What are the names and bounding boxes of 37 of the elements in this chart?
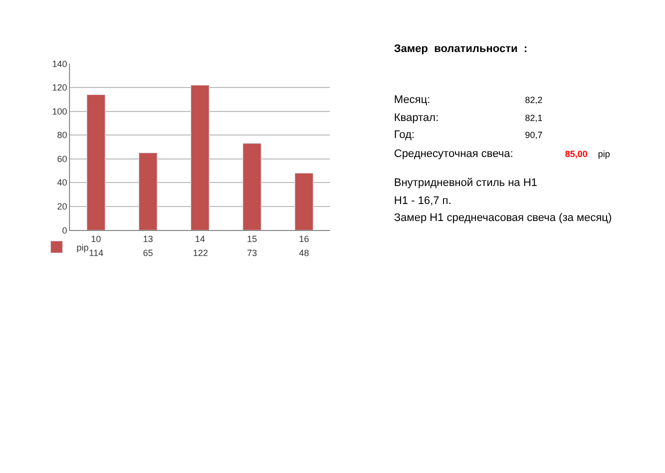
data-label: 73: [247, 248, 258, 258]
x-tick-label: 10: [90, 234, 102, 244]
bar: [138, 152, 158, 230]
legend-label: pip: [76, 242, 89, 252]
text: H1 - 16,7 п.: [394, 195, 452, 207]
text: Внутридневной стиль на H1: [394, 177, 538, 189]
y-tick-label: 40: [57, 178, 68, 188]
data-label: 122: [193, 248, 208, 258]
y-tick-label: 100: [52, 106, 68, 116]
text: Замер H1 среднечасовая свеча (за месяц): [394, 212, 612, 224]
text: Год:: [394, 129, 415, 141]
x-tick-label: 16: [298, 234, 310, 244]
y-tick-label: 120: [52, 82, 68, 93]
x-tick-label: 14: [194, 234, 206, 244]
y-tick-label: 80: [57, 130, 68, 140]
data-label: 114: [89, 248, 104, 258]
text: 85,00: [565, 149, 588, 159]
y-tick-label: 20: [57, 202, 68, 212]
text: 82,2: [525, 95, 543, 105]
text: 82,1: [525, 113, 543, 123]
text: 90,7: [525, 130, 543, 140]
text: pip: [598, 149, 610, 159]
text: Квартал:: [394, 112, 439, 124]
bar: [242, 143, 262, 230]
x-tick-label: 13: [142, 234, 154, 244]
data-label: 48: [299, 248, 310, 258]
bar: [294, 172, 314, 230]
y-tick-label: 140: [52, 58, 68, 69]
bar: [86, 94, 106, 230]
bar: [190, 84, 210, 230]
y-tick-label: 60: [57, 154, 68, 164]
x-tick-label: 15: [246, 234, 258, 244]
text: Месяц:: [394, 94, 430, 106]
y-tick-label: 0: [62, 225, 68, 236]
text: Замер волатильности :: [394, 43, 528, 55]
data-label: 65: [143, 248, 154, 258]
text: Среднесуточная свеча:: [394, 148, 514, 160]
